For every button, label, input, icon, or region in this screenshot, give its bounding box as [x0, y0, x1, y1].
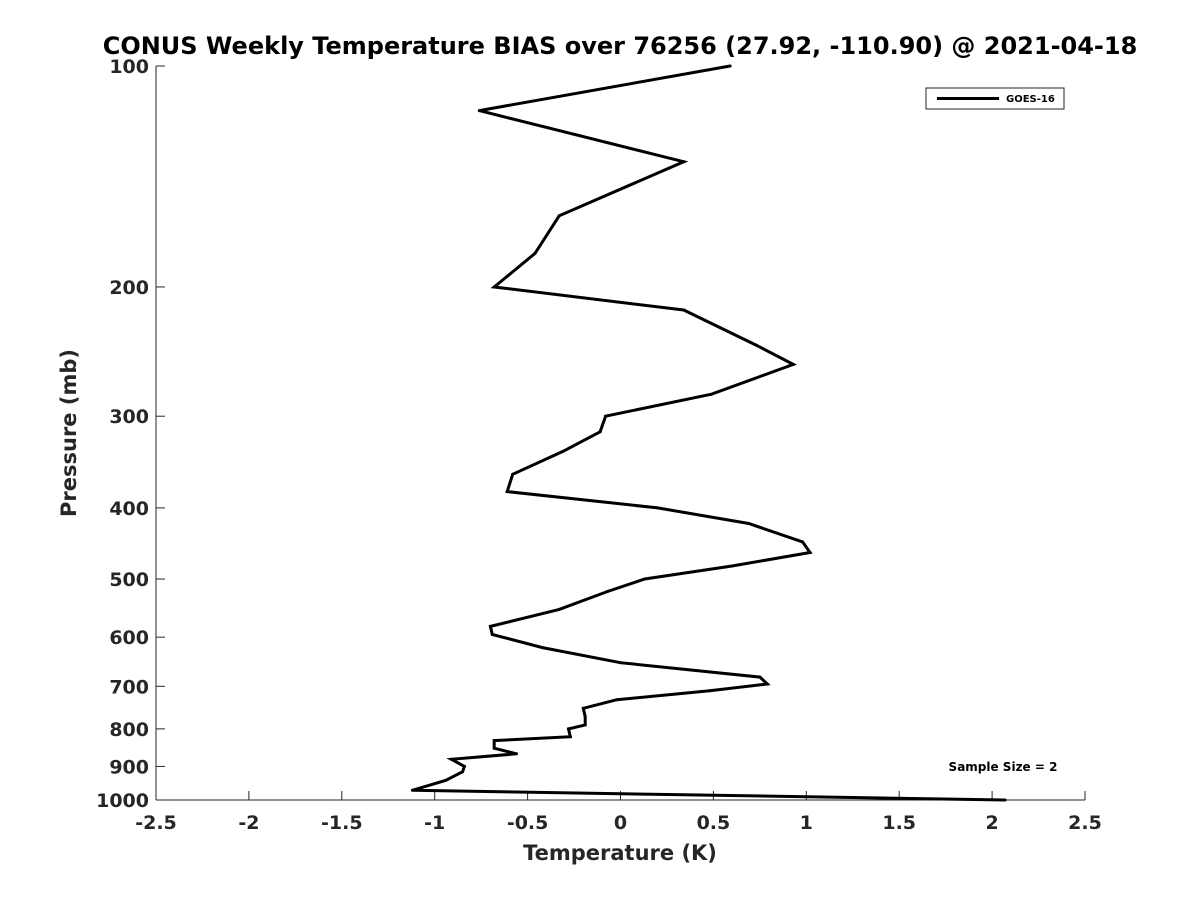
data-point [557, 607, 561, 611]
x-ticks: -2.5 -2 -1.5 -1 -0.5 0 0.5 1 1.5 2 2.5 [135, 791, 1102, 834]
data-point [598, 430, 602, 434]
data-point [643, 577, 647, 581]
sample-size-annotation: Sample Size = 2 [949, 760, 1058, 774]
data-point [488, 624, 492, 628]
legend-label-goes-16: GOES-16 [1006, 94, 1055, 105]
data-point [730, 564, 734, 568]
data-point [462, 764, 466, 768]
y-tick-label: 300 [109, 406, 149, 428]
data-point [444, 778, 448, 782]
legend: GOES-16 [925, 87, 1065, 110]
data-point [490, 633, 494, 636]
data-point [557, 214, 561, 218]
data-point [728, 64, 732, 68]
x-tick-label: -0.5 [507, 812, 549, 834]
y-tick-label: 800 [109, 719, 149, 741]
data-point [461, 770, 465, 774]
data-point [492, 285, 496, 289]
data-point [808, 551, 812, 554]
x-tick-label: 0.5 [697, 812, 731, 834]
data-point [515, 752, 518, 756]
chart-title: CONUS Weekly Temperature BIAS over 76256… [103, 32, 1138, 60]
y-tick-label: 1000 [96, 790, 149, 812]
data-point [568, 735, 572, 739]
x-tick-label: 0 [614, 812, 627, 834]
x-axis-label: Temperature (K) [523, 841, 717, 865]
data-point [606, 590, 609, 593]
data-point [682, 160, 686, 164]
data-point [619, 661, 622, 665]
data-point [561, 449, 565, 453]
data-point [747, 522, 751, 525]
x-tick-label: -1 [424, 812, 445, 834]
x-tick-label: 2 [985, 812, 998, 834]
data-point [581, 706, 585, 710]
y-tick-label: 600 [109, 627, 149, 649]
x-tick-label: -2.5 [135, 812, 177, 834]
x-tick-label: -2 [238, 812, 259, 834]
y-tick-label: 100 [109, 56, 149, 78]
y-tick-label: 900 [109, 756, 149, 778]
data-point [656, 506, 660, 510]
data-point [615, 698, 619, 702]
data-point [511, 472, 515, 476]
y-axis-label: Pressure (mb) [57, 349, 81, 517]
data-point [791, 362, 795, 366]
data-point [682, 308, 686, 312]
data-point [583, 715, 587, 719]
data-point [801, 540, 805, 544]
x-tick-label: 1 [800, 812, 813, 834]
y-tick-label: 400 [109, 498, 149, 520]
data-point [604, 414, 608, 418]
data-point [541, 646, 544, 650]
data-point [492, 739, 496, 743]
data-point [1003, 798, 1007, 802]
y-ticks: 100 200 300 400 500 600 700 800 900 1000 [96, 56, 165, 812]
data-point [410, 788, 414, 792]
data-point [449, 757, 453, 761]
plot-frame [155, 66, 1085, 801]
data-point [492, 746, 496, 750]
data-point [758, 675, 762, 679]
data-point [567, 727, 570, 731]
x-tick-label: 1.5 [882, 812, 916, 834]
data-point [708, 689, 712, 693]
x-tick-label: -1.5 [321, 812, 363, 834]
data-point [583, 723, 587, 727]
data-point [754, 343, 758, 347]
data-point [477, 109, 481, 113]
y-tick-label: 200 [109, 277, 149, 299]
data-point [533, 251, 537, 255]
data-point [505, 490, 509, 494]
data-point [765, 682, 769, 686]
y-tick-label: 700 [109, 676, 149, 698]
series-layer [410, 64, 1007, 802]
y-tick-label: 500 [109, 569, 149, 591]
data-point [710, 392, 713, 396]
x-tick-label: 2.5 [1068, 812, 1102, 834]
